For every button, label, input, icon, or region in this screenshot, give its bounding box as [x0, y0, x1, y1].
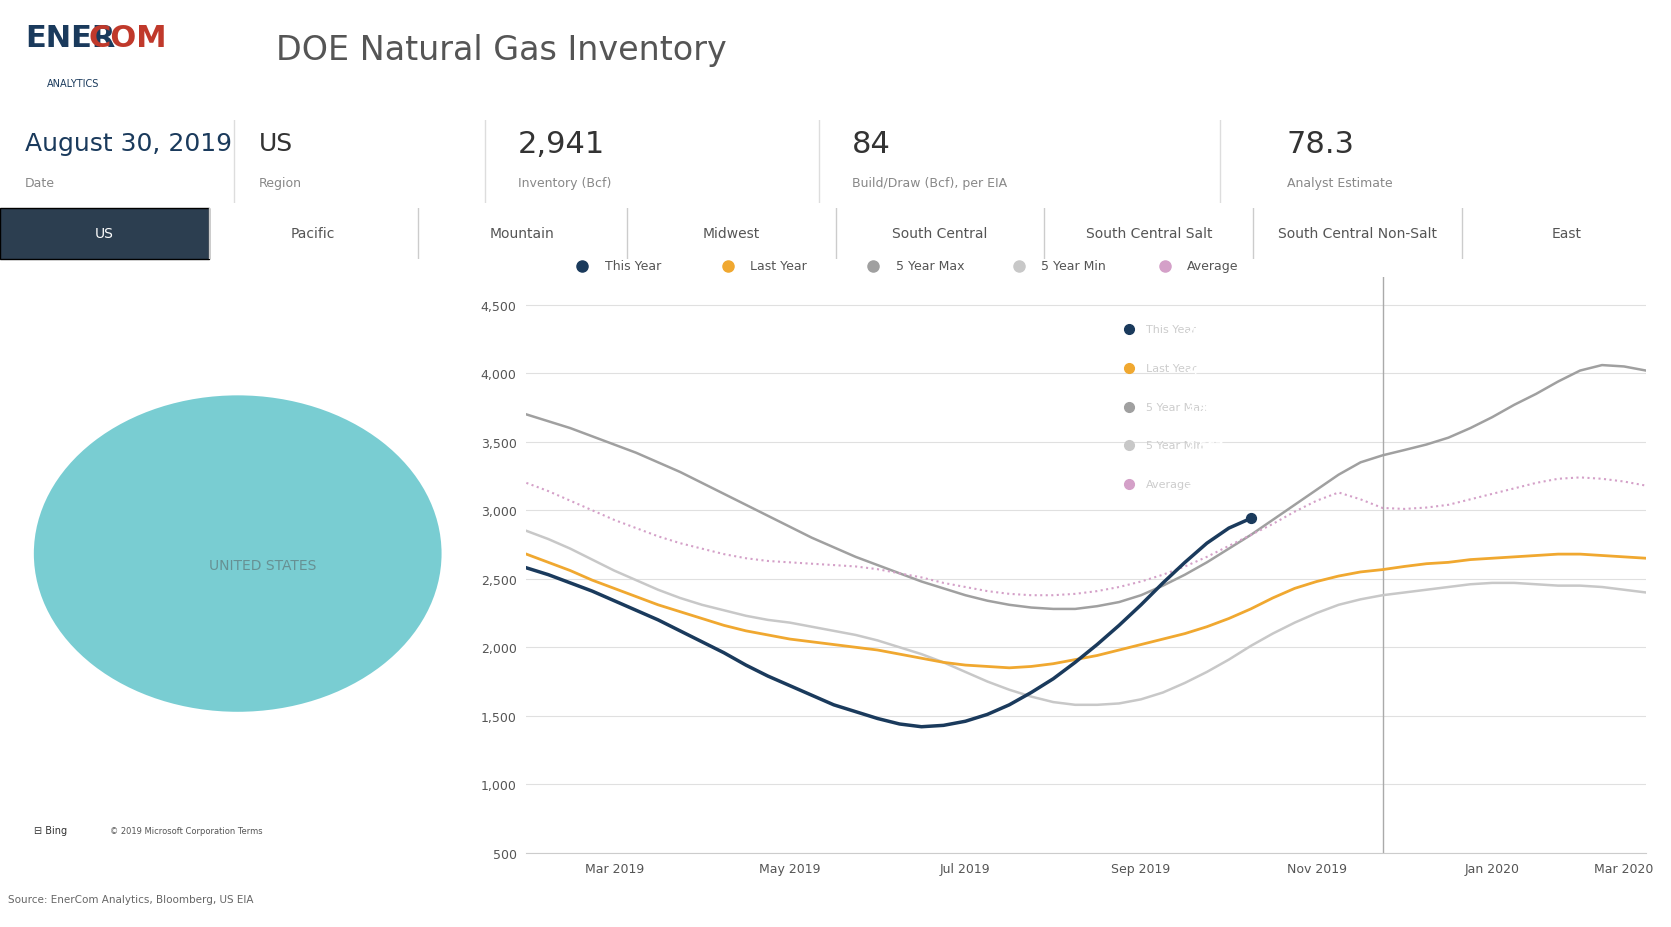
- Text: Last Year: Last Year: [1146, 363, 1196, 374]
- Text: US: US: [259, 132, 292, 156]
- Text: Midwest: Midwest: [702, 227, 760, 241]
- Text: South Central: South Central: [892, 227, 988, 241]
- Text: Last Year: Last Year: [750, 260, 807, 273]
- Text: 2,567: 2,567: [1186, 362, 1223, 375]
- Text: ⊟ Bing: ⊟ Bing: [33, 826, 67, 835]
- Text: ANALYTICS: ANALYTICS: [47, 79, 99, 88]
- Text: 2,941: 2,941: [1186, 324, 1223, 337]
- Text: Build/Draw (Bcf), per EIA: Build/Draw (Bcf), per EIA: [852, 176, 1008, 190]
- Text: 3,017: 3,017: [1186, 477, 1223, 490]
- Text: 5 Year Min: 5 Year Min: [1041, 260, 1106, 273]
- Ellipse shape: [33, 396, 441, 712]
- Text: 5 Year Min: 5 Year Min: [1146, 440, 1203, 451]
- Text: UNITED STATES: UNITED STATES: [209, 558, 317, 573]
- Text: Mountain: Mountain: [490, 227, 555, 241]
- Text: Average: Average: [1146, 479, 1191, 489]
- Text: Region: Region: [259, 176, 302, 190]
- Text: Analyst Estimate: Analyst Estimate: [1287, 176, 1392, 190]
- Text: South Central Salt: South Central Salt: [1086, 227, 1211, 241]
- Text: Inventory (Bcf): Inventory (Bcf): [518, 176, 612, 190]
- Point: [1238, 512, 1265, 527]
- Text: Date: Date: [25, 176, 55, 190]
- Text: COM: COM: [89, 24, 167, 54]
- Text: South Central Non-Salt: South Central Non-Salt: [1278, 227, 1437, 241]
- Text: 5 Year Max: 5 Year Max: [896, 260, 964, 273]
- Text: August 30, 2019: August 30, 2019: [1130, 283, 1245, 296]
- Text: Source: EnerCom Analytics, Bloomberg, US EIA: Source: EnerCom Analytics, Bloomberg, US…: [8, 895, 254, 904]
- Text: © 2019 Microsoft Corporation Terms: © 2019 Microsoft Corporation Terms: [110, 827, 262, 835]
- Text: August 30, 2019: August 30, 2019: [25, 132, 232, 156]
- Text: 2,567: 2,567: [1186, 439, 1223, 452]
- Text: US: US: [95, 227, 114, 241]
- Text: 2,941: 2,941: [518, 130, 605, 159]
- FancyBboxPatch shape: [0, 209, 209, 260]
- Text: Average: Average: [1186, 260, 1238, 273]
- Text: 3,401: 3,401: [1186, 400, 1223, 413]
- Text: 78.3: 78.3: [1287, 130, 1355, 159]
- Text: ENER: ENER: [25, 24, 115, 54]
- Text: 5 Year Max: 5 Year Max: [1146, 402, 1206, 413]
- Text: 84: 84: [852, 130, 891, 159]
- Text: Pacific: Pacific: [291, 227, 336, 241]
- Text: This Year: This Year: [605, 260, 662, 273]
- Text: DOE Natural Gas Inventory: DOE Natural Gas Inventory: [276, 33, 727, 67]
- Text: This Year: This Year: [1146, 324, 1196, 335]
- Text: East: East: [1552, 227, 1581, 241]
